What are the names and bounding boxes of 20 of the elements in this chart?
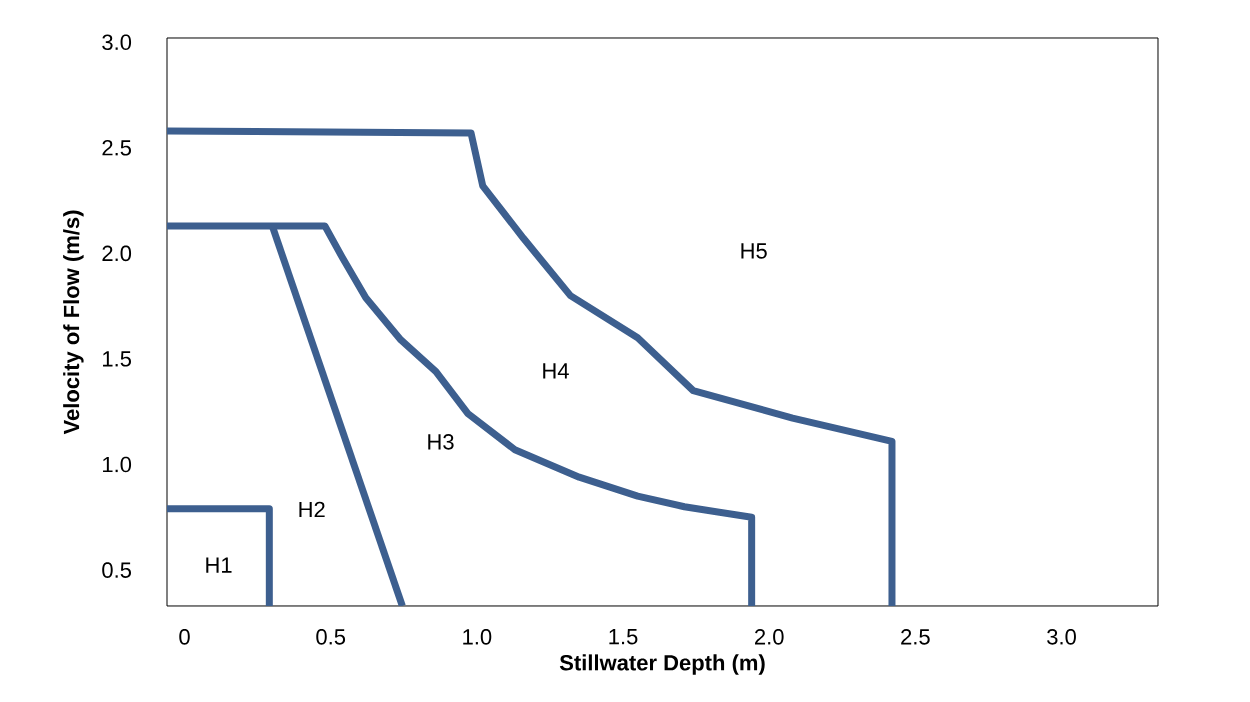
x-tick-label: 2.5 — [901, 629, 930, 645]
y-tick-label: 3.0 — [102, 34, 132, 51]
y-tick-label: 2.0 — [102, 245, 132, 262]
x-tick-label: 1.0 — [463, 629, 492, 645]
y-tick-label: 0.5 — [102, 562, 131, 578]
x-tick-label: 0.5 — [316, 629, 346, 645]
annotation: H3 — [428, 434, 454, 450]
y-axis-title: Velocity of Flow (m/s) — [63, 210, 84, 435]
y-tick-label: 2.5 — [102, 140, 131, 156]
x-tick-label: 0 — [179, 629, 190, 645]
y-tick-label: 1.0 — [103, 456, 132, 473]
x-axis-title: Stillwater Depth (m) — [559, 654, 765, 675]
annotation: H4 — [543, 363, 569, 379]
x-tick-label: 3.0 — [1047, 629, 1076, 645]
annotation: H2 — [299, 501, 325, 518]
annotation: H5 — [741, 243, 767, 259]
annotation: H1 — [206, 557, 232, 573]
y-tick-label: 1.5 — [103, 351, 131, 367]
x-tick-label: 1.5 — [609, 629, 638, 645]
x-tick-label: 2.0 — [755, 629, 784, 645]
